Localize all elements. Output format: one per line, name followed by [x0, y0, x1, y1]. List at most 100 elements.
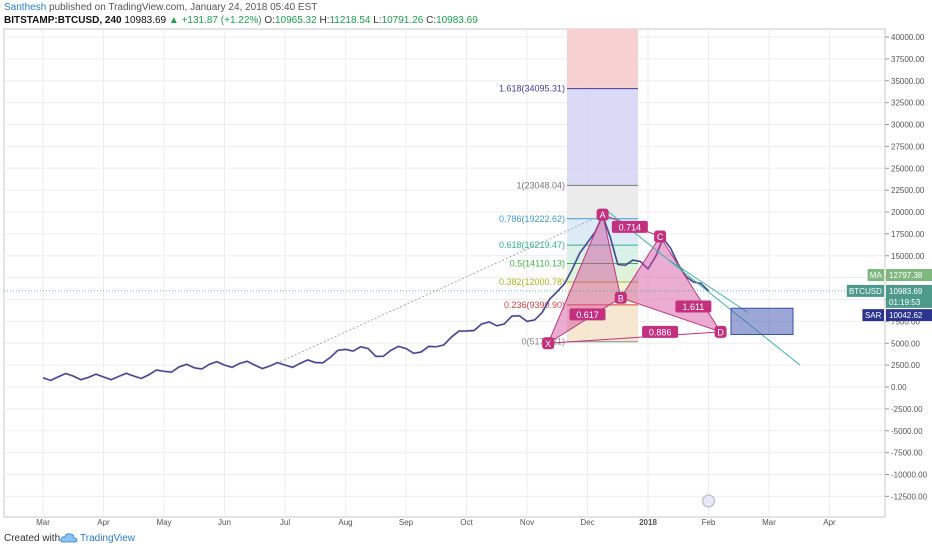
ratio-label: 0.617: [576, 310, 599, 320]
x-tick-label: Dec: [580, 518, 594, 527]
ratio-badge: [642, 325, 679, 338]
btcusd-label-key-bg: [846, 284, 884, 297]
close-value: 10983.69: [436, 15, 478, 26]
ratio-label: 0.886: [649, 327, 672, 337]
fib-label: 0.786(19222.62): [499, 214, 565, 224]
sar-label-key-bg: [862, 309, 884, 322]
pattern-point-label: C: [657, 232, 664, 242]
y-tick-label: 35000.00: [891, 77, 925, 86]
x-tick-label: Jun: [218, 518, 231, 527]
x-tick-label: 2018: [639, 518, 657, 527]
close-key: C:: [426, 15, 437, 26]
open-key: O:: [264, 15, 275, 26]
fib-band: [567, 245, 638, 264]
y-tick-label: 25000.00: [891, 164, 925, 173]
x-tick-label: Apr: [97, 518, 110, 527]
fib-label: 0.618(16219.47): [499, 240, 565, 250]
author-name[interactable]: Santhesh: [4, 2, 47, 13]
pattern-point-marker: [654, 230, 667, 243]
x-tick-label: Oct: [460, 518, 473, 527]
chart-footer: Created with TradingView: [0, 528, 932, 550]
tradingview-brand[interactable]: TradingView: [80, 533, 136, 544]
x-tick-label: Feb: [702, 518, 716, 527]
tradingview-cloud-icon: [60, 533, 78, 543]
y-tick-label: 15000.00: [891, 252, 925, 261]
symbol-label[interactable]: BITSTAMP:BTCUSD, 240: [4, 15, 122, 26]
x-tick-label: Nov: [520, 518, 534, 527]
y-tick-label: -10000.00: [891, 471, 928, 480]
symbol-line: BITSTAMP:BTCUSD, 240 10983.69 ▲ +131.87 …: [4, 15, 478, 26]
ma-label-value-bg: [886, 269, 932, 282]
btcusd-label-key: BTCUSD: [849, 287, 882, 296]
ratio-label: 1.611: [682, 302, 704, 312]
created-with-text: Created with: [4, 533, 61, 544]
pattern-xab-triangle: [547, 212, 622, 345]
pattern-point-label: X: [545, 339, 551, 349]
reversal-zone-box: [730, 307, 794, 335]
open-value: 10965.32: [274, 15, 317, 26]
event-marker-icon: [702, 494, 716, 508]
price-change: ▲ +131.87 (+1.22%): [168, 15, 262, 26]
y-tick-label: 32500.00: [891, 99, 925, 108]
fib-label: 0.382(12000.78): [499, 277, 565, 287]
y-tick-label: -5000.00: [891, 427, 923, 436]
x-tick-label: Aug: [338, 518, 352, 527]
ma-label-value: 12797.38: [889, 271, 923, 280]
pattern-point-marker: [596, 208, 609, 221]
x-tick-label: Mar: [36, 518, 50, 527]
y-tick-label: 22500.00: [891, 186, 925, 195]
y-tick-label: 0.00: [891, 383, 907, 392]
fib-label: 1(23048.04): [516, 180, 565, 190]
fib-band-top: [567, 29, 638, 89]
pattern-point-label: D: [717, 327, 724, 337]
y-tick-label: 40000.00: [891, 33, 925, 42]
pattern-xd-line: [548, 331, 721, 344]
ratio-badge: [611, 220, 648, 233]
pattern-point-label: A: [600, 210, 606, 220]
high-value: 11218.54: [329, 15, 371, 26]
fib-label: 0.236(9390.90): [504, 300, 565, 310]
countdown-label-value: 01:19:53: [889, 298, 921, 307]
publish-info: published on TradingView.com, January 24…: [49, 2, 318, 13]
publish-line: Santhesh published on TradingView.com, J…: [4, 2, 317, 13]
sar-label-value-bg: [886, 309, 932, 322]
pattern-point-marker: [542, 337, 555, 350]
btcusd-label-value: 10983.69: [889, 287, 923, 296]
fib-label: 0.5(14110.13): [510, 259, 565, 269]
y-tick-label: 7500.00: [891, 317, 920, 326]
y-tick-label: 20000.00: [891, 208, 925, 217]
x-tick-label: Sep: [399, 518, 414, 527]
x-tick-label: Jul: [280, 518, 290, 527]
y-tick-label: 37500.00: [891, 55, 925, 64]
sar-label-value: 10042.62: [889, 311, 923, 320]
y-tick-label: 5000.00: [891, 339, 920, 348]
btcusd-label-value-bg: [886, 284, 932, 297]
ma-label-key: MA: [870, 271, 883, 280]
pattern-point-label: B: [618, 293, 624, 303]
fib-band: [567, 88, 638, 186]
low-value: 10791.26: [381, 15, 424, 26]
ratio-badge: [675, 300, 712, 313]
x-tick-label: Apr: [823, 518, 836, 527]
plot-area: [3, 28, 886, 518]
y-tick-label: 27500.00: [891, 142, 925, 151]
fib-band: [567, 263, 638, 282]
trend-line-2: [668, 259, 749, 314]
sar-label-key: SAR: [865, 311, 882, 320]
y-tick-label: 17500.00: [891, 230, 925, 239]
last-price: 10983.69: [124, 15, 167, 26]
ratio-badge: [569, 308, 606, 321]
high-key: H:: [319, 15, 330, 26]
y-tick-label: -12500.00: [891, 492, 928, 501]
y-tick-label: 30000.00: [891, 121, 925, 130]
countdown-label-value-bg: [886, 295, 932, 308]
fib-label: 1.618(34095.31): [499, 84, 565, 94]
x-tick-label: Mar: [762, 518, 776, 527]
pattern-point-marker: [614, 291, 627, 304]
y-tick-label: 2500.00: [891, 361, 920, 370]
projection-line: [272, 214, 603, 366]
ma-label-key-bg: [867, 269, 884, 282]
chart-header: Santhesh published on TradingView.com, J…: [0, 0, 932, 28]
low-key: L:: [373, 15, 382, 26]
